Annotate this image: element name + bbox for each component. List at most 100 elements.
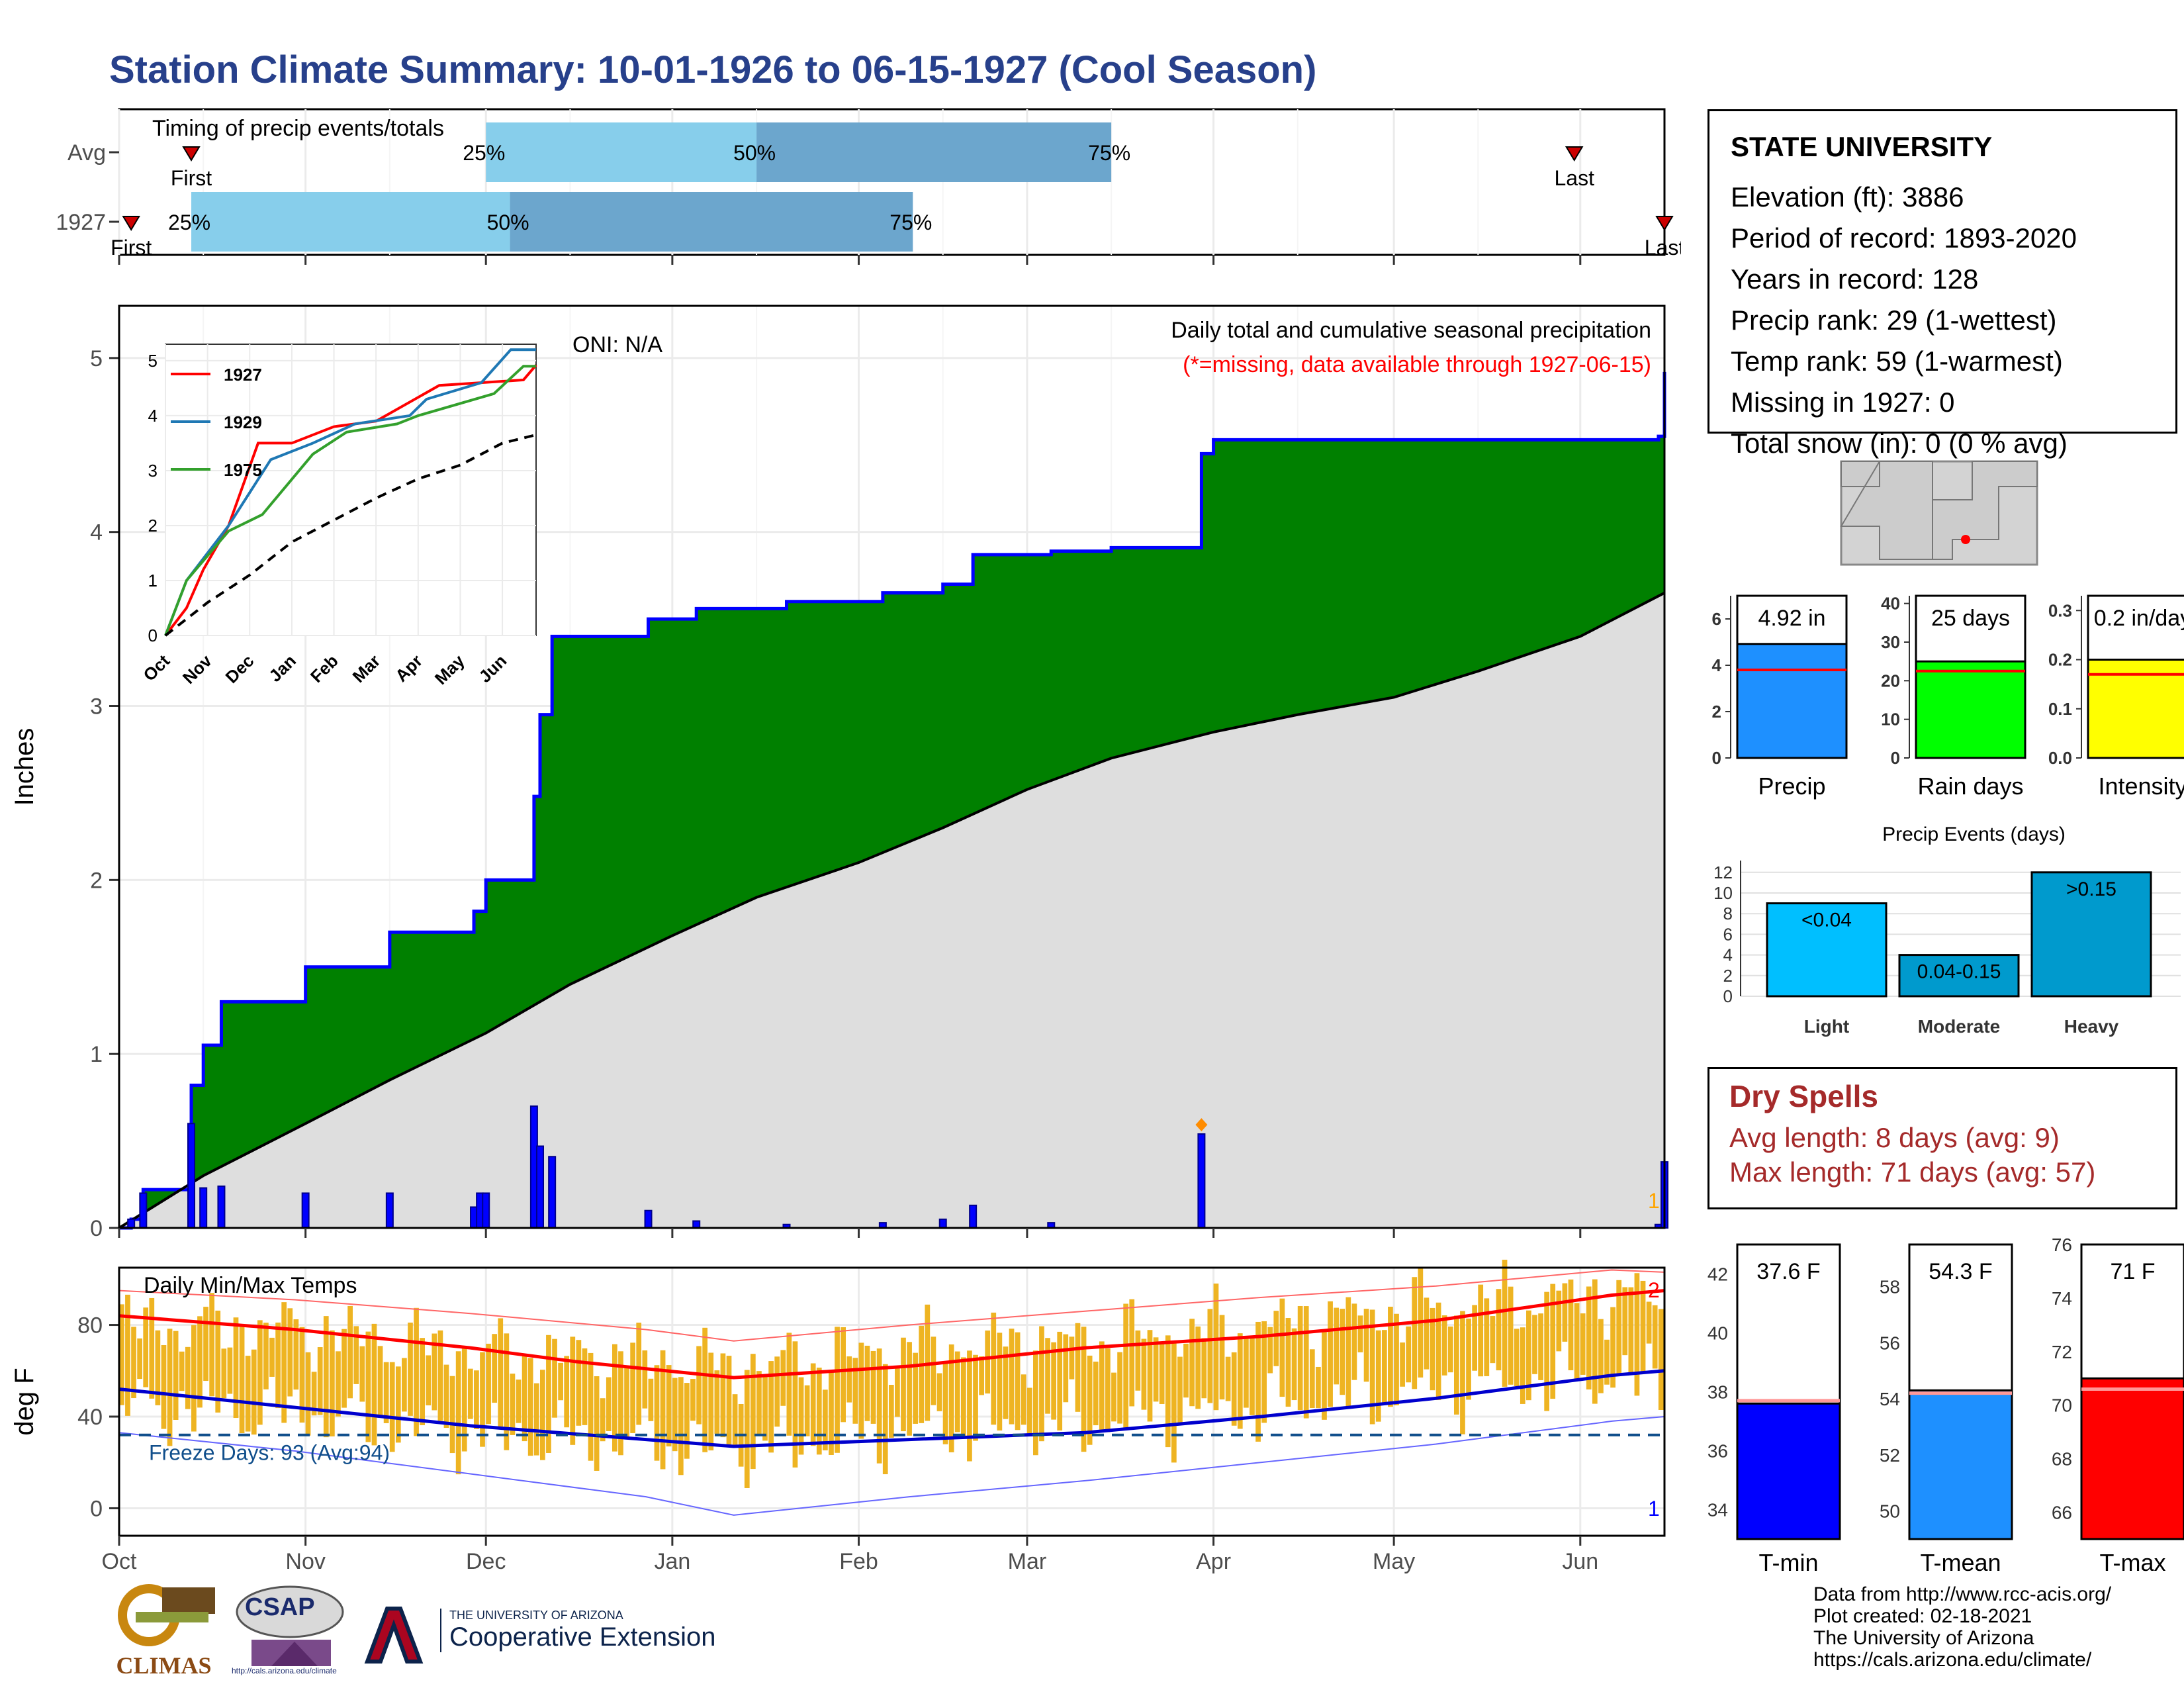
- month-label: Jun: [1562, 1549, 1598, 1574]
- station-temp-rank: Temp rank: 59 (1-warmest): [1731, 346, 2063, 377]
- daily-temp-bar: [1634, 1273, 1640, 1396]
- temp-panel-label: Daily Min/Max Temps: [144, 1273, 357, 1298]
- timing-q50-label: 50%: [733, 141, 776, 165]
- daily-temp-bar: [467, 1368, 473, 1419]
- daily-temp-bar: [1141, 1338, 1147, 1410]
- temp-summary-bar: [1736, 1402, 1841, 1540]
- daily-temp-bar: [239, 1324, 245, 1434]
- daily-temp-bar: [1135, 1330, 1141, 1391]
- daily-temp-bar: [1087, 1355, 1093, 1445]
- daily-temp-bar: [1544, 1291, 1550, 1411]
- daily-temp-bar: [131, 1327, 136, 1399]
- summary-ytick-label: 10: [1881, 710, 1900, 729]
- daily-temp-bar: [1057, 1331, 1063, 1430]
- station-period: Period of record: 1893-2020: [1731, 222, 2077, 254]
- temp-chart: 0 40 80 deg F Freeze Days: 93 (Avg:94) Daily …: [10, 1260, 1666, 1574]
- daily-temp-bar: [630, 1342, 635, 1433]
- daily-temp-bar: [1207, 1309, 1213, 1403]
- inset-series-line: [164, 364, 537, 637]
- daily-temp-bar: [125, 1294, 130, 1416]
- daily-temp-bar: [257, 1320, 263, 1425]
- inset-frame: [165, 344, 537, 636]
- precip-frame: [118, 305, 1666, 1229]
- daily-temp-bar: [1562, 1283, 1568, 1342]
- daily-temp-bar: [960, 1357, 966, 1438]
- daily-temp-bar: [281, 1302, 287, 1423]
- temp-summary-ytick-label: 58: [1880, 1277, 1900, 1297]
- summary-ytick-label: 0: [1891, 748, 1900, 768]
- daily-temp-bar: [341, 1329, 347, 1408]
- max-precip-marker: [1195, 1118, 1208, 1132]
- daily-temp-bar: [1195, 1326, 1201, 1409]
- daily-temp-bar: [810, 1363, 816, 1446]
- station-name: STATE UNIVERSITY: [1731, 131, 1993, 162]
- daily-temp-bar: [654, 1365, 660, 1461]
- month-label: Feb: [839, 1549, 878, 1574]
- events-category-label: Heavy: [2064, 1016, 2119, 1037]
- daily-temp-bar: [1009, 1329, 1015, 1425]
- ua-big-text: Cooperative Extension: [449, 1622, 716, 1652]
- daily-temp-bar: [353, 1326, 359, 1384]
- daily-temp-bar: [696, 1346, 702, 1425]
- daily-temp-bar: [714, 1370, 720, 1434]
- inset-ytick-label: 4: [148, 406, 158, 426]
- daily-precip-bar: [127, 1218, 136, 1229]
- daily-temp-bar: [311, 1372, 317, 1416]
- daily-temp-bar: [756, 1371, 762, 1436]
- daily-temp-bar: [852, 1358, 858, 1424]
- daily-temp-bar: [835, 1327, 840, 1453]
- daily-temp-bar: [1460, 1311, 1465, 1434]
- summary-ytick-label: 30: [1881, 632, 1900, 652]
- csap-logo-mark: [236, 1585, 344, 1666]
- daily-temp-bar: [480, 1352, 485, 1447]
- daily-temp-bar: [732, 1394, 738, 1447]
- daily-temp-bar: [816, 1368, 822, 1455]
- month-label: Nov: [285, 1549, 325, 1574]
- first-label: First: [171, 166, 212, 190]
- daily-temp-bar: [527, 1358, 533, 1456]
- daily-temp-bar: [1508, 1286, 1514, 1385]
- daily-temp-bar: [539, 1370, 545, 1460]
- temp-summary-ytick-label: 40: [1707, 1323, 1728, 1344]
- daily-temp-bar: [919, 1325, 925, 1423]
- footer-university: The University of Arizona: [1813, 1627, 2034, 1649]
- daily-temp-bar: [1189, 1319, 1195, 1407]
- daily-temp-bar: [1658, 1309, 1664, 1411]
- events-ytick-label: 10: [1713, 883, 1733, 903]
- daily-precip-bar: [548, 1156, 557, 1229]
- temp-summary-ytick-label: 70: [2052, 1395, 2072, 1416]
- station-missing: Missing in 1927: 0: [1731, 387, 1955, 418]
- temp-summary-bar: [2080, 1377, 2184, 1540]
- daily-temp-bar: [942, 1363, 948, 1444]
- daily-temp-bar: [191, 1325, 197, 1432]
- daily-temp-bar: [954, 1351, 960, 1432]
- temp-summary-ytick-label: 56: [1880, 1333, 1900, 1353]
- daily-temp-bar: [1297, 1305, 1303, 1411]
- csap-logo-text: CSAP: [245, 1593, 315, 1621]
- daily-temp-bar: [167, 1329, 173, 1446]
- inset-legend-label: 1929: [224, 412, 262, 432]
- daily-temp-bar: [287, 1308, 293, 1397]
- daily-temp-bar: [1616, 1280, 1622, 1374]
- daily-temp-bar: [1340, 1309, 1345, 1395]
- daily-temp-bar: [269, 1337, 275, 1377]
- daily-temp-bar: [1291, 1328, 1297, 1401]
- avg-max-line: [118, 1289, 1665, 1380]
- map-states: [1840, 461, 2038, 560]
- daily-temp-bar: [1051, 1342, 1056, 1420]
- daily-temp-bar: [1015, 1332, 1021, 1430]
- daily-temp-bar: [913, 1352, 919, 1424]
- daily-temp-bar: [1514, 1329, 1520, 1386]
- timing-q25-label: 25%: [463, 141, 505, 165]
- daily-temp-bar: [1334, 1307, 1340, 1385]
- daily-temp-bar: [600, 1398, 606, 1442]
- precip-note: (*=missing, data available through 1927-…: [1183, 352, 1651, 377]
- daily-temp-bar: [209, 1293, 215, 1397]
- daily-temp-bar: [1478, 1284, 1484, 1377]
- daily-temp-bar: [1045, 1338, 1050, 1414]
- timing-row-label: Avg: [68, 140, 106, 165]
- daily-temp-bar: [1105, 1348, 1111, 1432]
- dry-spells-max: Max length: 71 days (avg: 57): [1729, 1156, 2096, 1188]
- daily-temp-bar: [1129, 1299, 1135, 1407]
- daily-temp-bar: [510, 1374, 516, 1435]
